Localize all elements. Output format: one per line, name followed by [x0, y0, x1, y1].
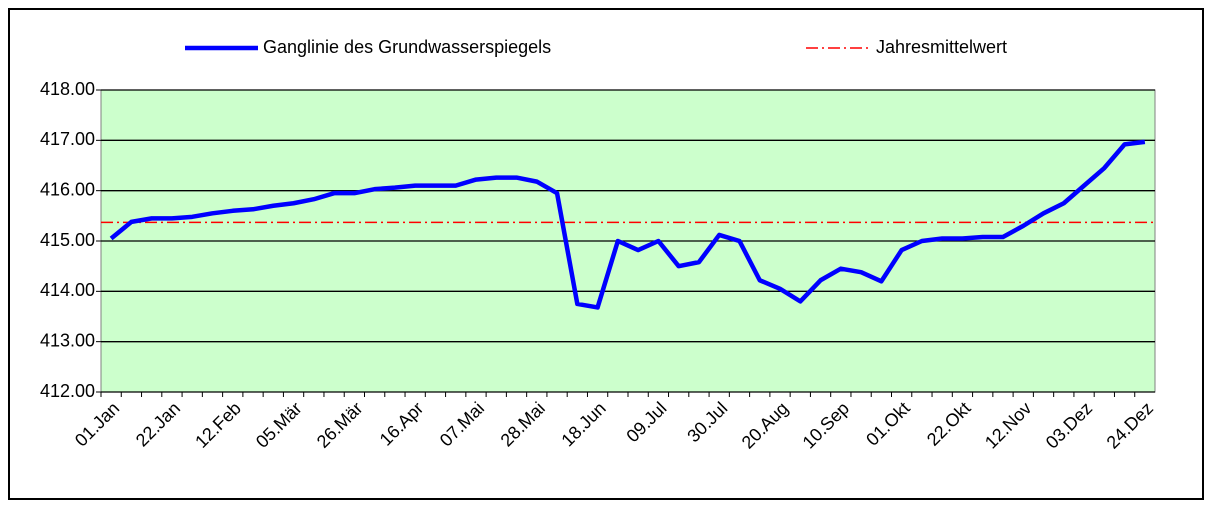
y-tick-label: 415.00: [40, 230, 95, 250]
y-tick-label: 413.00: [40, 330, 95, 350]
legend-label: Jahresmittelwert: [876, 37, 1007, 57]
y-tick-label: 414.00: [40, 280, 95, 300]
y-tick-label: 417.00: [40, 129, 95, 149]
y-tick-label: 416.00: [40, 179, 95, 199]
legend-label: Ganglinie des Grundwasserspiegels: [263, 37, 551, 57]
y-tick-label: 412.00: [40, 381, 95, 401]
y-tick-label: 418.00: [40, 79, 95, 99]
data-line: [109, 139, 1146, 310]
